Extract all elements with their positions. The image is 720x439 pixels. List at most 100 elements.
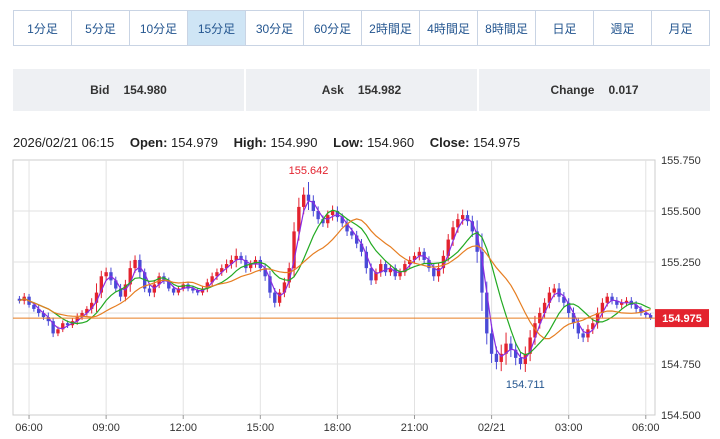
candle-body [451,227,455,240]
candle-body [80,313,84,318]
candle-body [581,333,585,338]
candle-body [398,272,402,277]
candle-body [566,302,571,313]
candle-body [220,268,224,273]
close-label: Close: [429,135,470,150]
candle-body [167,280,171,289]
candle-body [345,223,349,232]
candle-body [383,264,388,273]
tab-timeframe-4[interactable]: 30分足 [246,11,304,45]
candle-body [648,315,653,319]
candle-body [263,268,267,277]
candle-body [562,296,566,303]
candle-body [417,251,422,256]
tab-timeframe-8[interactable]: 8時間足 [478,11,536,45]
candle-body [403,264,407,273]
candle-body [480,251,484,293]
candle-body [542,302,547,313]
timeframe-tabs: 1分足 5分足 10分足 15分足 30分足 60分足 2時間足 4時間足 8時間足 日足 週足 月足 [13,10,710,46]
candle-body [118,288,123,297]
candle-body [489,333,494,354]
tab-timeframe-7[interactable]: 4時間足 [420,11,478,45]
bid-label: Bid [90,83,110,97]
candle-body [432,268,436,277]
x-tick-label: 09:00 [92,422,120,434]
x-tick-label: 03:00 [555,422,583,434]
tab-timeframe-3[interactable]: 15分足 [188,11,246,45]
candle-body [128,268,132,285]
tab-timeframe-2[interactable]: 10分足 [130,11,188,45]
ma-long-line [19,218,651,340]
low-label: Low: [333,135,364,150]
last-price-badge [655,309,709,328]
tab-timeframe-9[interactable]: 日足 [536,11,594,45]
candle-body [36,308,41,313]
x-tick-label: 06:00 [632,422,660,434]
candle-body [547,292,552,303]
candle-body [509,343,513,350]
candle-body [576,323,581,334]
y-tick-label: 155.500 [661,206,701,218]
candle-body [301,194,306,207]
candle-body [99,276,104,293]
candle-body [61,323,65,330]
tab-timeframe-0[interactable]: 1分足 [14,11,72,45]
candle-body [610,296,614,301]
tab-timeframe-6[interactable]: 2時間足 [362,11,420,45]
high-label: High: [233,135,267,150]
candle-body [460,215,465,220]
candle-body [244,259,248,269]
low-annotation: 154.711 [506,379,545,391]
quote-bar: Bid 154.980 Ask 154.982 Change 0.017 [13,69,710,111]
open-value: 154.979 [171,135,219,150]
candle-body [350,231,354,236]
close-value: 154.975 [473,135,521,150]
x-tick-label: 18:00 [324,422,352,434]
candle-body [639,308,643,313]
y-tick-label: 154.750 [661,359,701,371]
x-tick-label: 21:00 [401,422,429,434]
candle-body [292,231,296,269]
ask-label: Ask [321,83,344,97]
candle-body [297,206,301,232]
candle-body [191,288,195,291]
candle-body [133,259,137,269]
x-tick-label: 06:00 [15,422,43,434]
ma-short-line [19,200,651,360]
candle-body [499,353,503,362]
candle-body [205,282,210,289]
candle-body [89,302,94,309]
candle-body [94,292,99,303]
candle-body [605,296,609,303]
candle-body [591,323,595,330]
tab-timeframe-11[interactable]: 月足 [652,11,709,45]
candle-body [518,357,523,364]
candle-body [46,317,51,322]
low-value: 154.960 [367,135,415,150]
candle-body [615,300,619,305]
candle-body [624,300,629,303]
candle-body [85,308,89,313]
candle-body [65,323,70,326]
tab-timeframe-5[interactable]: 60分足 [304,11,362,45]
candle-body [316,211,320,220]
candle-body [277,292,282,303]
x-tick-label: 12:00 [169,422,197,434]
candle-body [552,288,556,293]
high-value: 154.990 [270,135,318,150]
candle-body [32,304,36,309]
candle-body [56,329,60,334]
candles [17,182,653,372]
high-annotation: 155.642 [289,165,329,177]
candle-body [321,219,325,224]
candle-body [273,292,277,303]
tab-timeframe-10[interactable]: 週足 [594,11,652,45]
candle-body [475,231,479,252]
candle-body [456,219,460,228]
bid-cell: Bid 154.980 [13,69,244,111]
tab-timeframe-1[interactable]: 5分足 [72,11,130,45]
ohlc-readout: 2026/02/21 06:15 Open: 154.979 High: 154… [13,135,520,150]
candle-body [369,268,373,281]
candle-body [224,264,229,269]
